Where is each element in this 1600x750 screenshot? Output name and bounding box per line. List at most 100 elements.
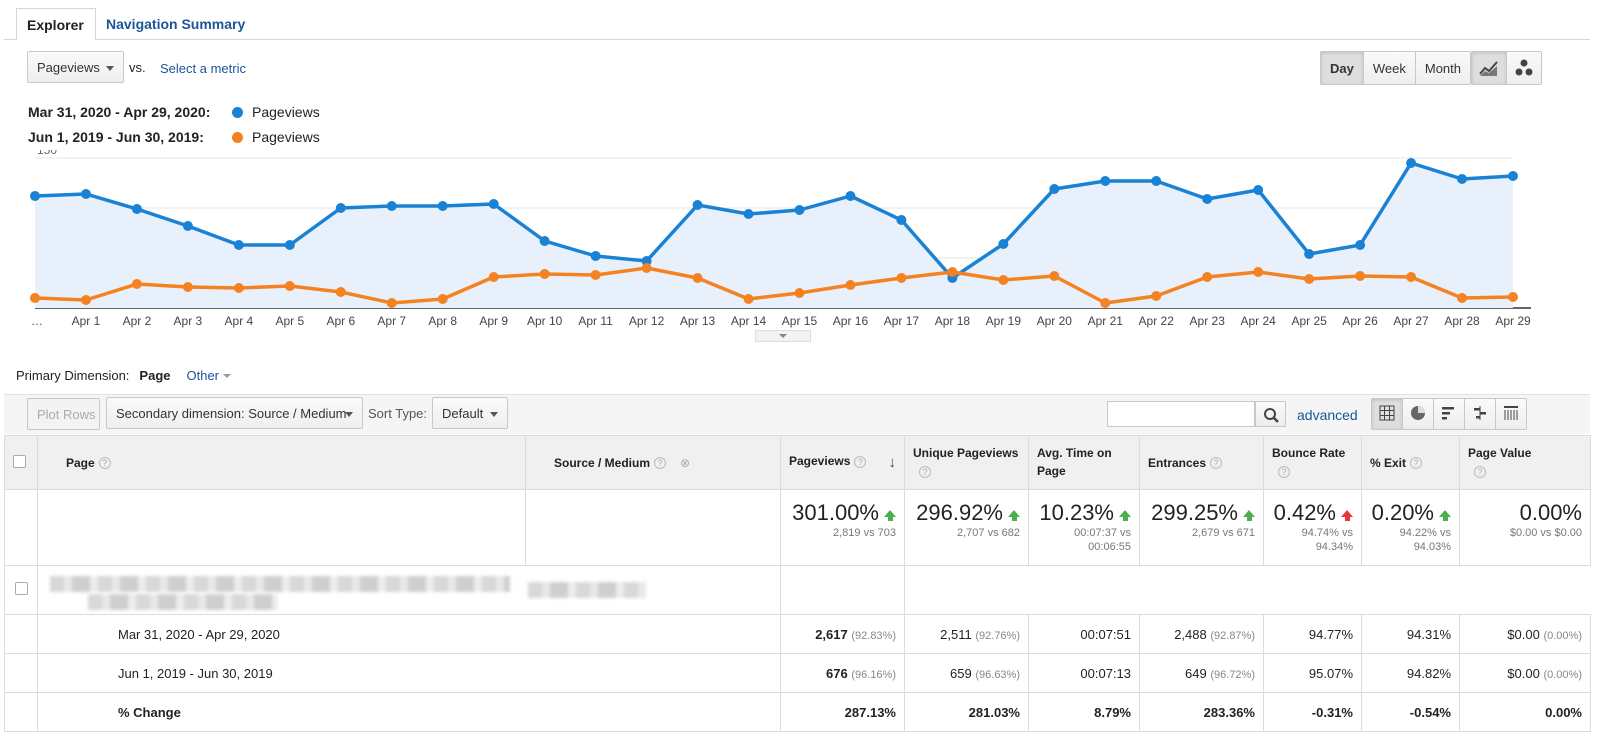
comparison-view-icon[interactable] xyxy=(1465,399,1496,429)
advanced-filter-link[interactable]: advanced xyxy=(1297,407,1358,423)
summary-exit: 0.20% 94.22% vs 94.03% xyxy=(1361,489,1460,566)
summary-avg-time: 10.23% 00:07:37 vs 00:06:55 xyxy=(1028,489,1140,566)
x-tick-label: Apr 18 xyxy=(935,314,971,328)
header-avg-time[interactable]: Avg. Time on Page xyxy=(1028,435,1140,490)
pie-view-icon[interactable] xyxy=(1403,399,1434,429)
secondary-dimension-select[interactable]: Secondary dimension: Source / Medium xyxy=(106,397,363,429)
summary-empty xyxy=(4,489,38,566)
arrow-up-red-icon xyxy=(1341,510,1353,521)
search-button[interactable] xyxy=(1255,401,1286,427)
x-tick-label: Apr 21 xyxy=(1088,314,1124,328)
data-point xyxy=(1508,292,1518,302)
bar-view-icon[interactable] xyxy=(1434,399,1465,429)
data-point xyxy=(488,199,499,209)
cell-value: 659 xyxy=(950,665,972,681)
x-tick-label: Apr 11 xyxy=(578,314,613,328)
summary-sub: 2,707 vs 682 xyxy=(957,527,1020,539)
series-area xyxy=(35,163,1513,308)
table-view-icon[interactable] xyxy=(1372,399,1403,429)
header-exit[interactable]: % Exit? xyxy=(1361,435,1460,490)
help-icon[interactable]: ? xyxy=(1210,457,1223,470)
cell-pct: (96.72%) xyxy=(1210,668,1255,681)
motion-chart-icon[interactable] xyxy=(1507,52,1541,84)
data-point xyxy=(1151,291,1162,301)
arrow-up-icon xyxy=(1119,510,1131,521)
change-page-value: 0.00% xyxy=(1459,692,1591,732)
header-source-medium[interactable]: Source / Medium? ⊗ xyxy=(525,435,781,490)
select-all-cell xyxy=(4,435,38,490)
cell-pct: (96.16%) xyxy=(851,668,896,681)
help-icon[interactable]: ? xyxy=(1474,465,1486,478)
metric-select[interactable]: Pageviews xyxy=(27,51,124,83)
remove-dimension-icon[interactable]: ⊗ xyxy=(680,455,691,470)
summary-sub: 2,679 vs 671 xyxy=(1192,527,1255,539)
sort-descending-icon[interactable]: ↓ xyxy=(888,454,897,471)
header-page-value[interactable]: Page Value? xyxy=(1459,435,1591,490)
data-point xyxy=(743,294,754,304)
header-unique-pageviews[interactable]: Unique Pageviews? xyxy=(904,435,1029,490)
pivot-view-icon[interactable] xyxy=(1496,399,1526,429)
cell-avg-time: 00:07:51 xyxy=(1028,614,1140,654)
y-tick-label: 150 xyxy=(37,150,57,157)
help-icon[interactable]: ? xyxy=(1278,465,1290,478)
data-point xyxy=(896,215,907,225)
header-page[interactable]: Page? xyxy=(37,435,526,490)
summary-sub: 2,819 vs 703 xyxy=(833,527,896,539)
legend-item-previous: Jun 1, 2019 - Jun 30, 2019: Pageviews xyxy=(28,129,320,145)
data-point xyxy=(845,191,856,201)
x-tick-label: Apr 10 xyxy=(527,314,563,328)
data-point xyxy=(233,283,244,293)
line-chart-icon[interactable] xyxy=(1472,52,1507,84)
data-point xyxy=(1151,176,1162,186)
table-search-input[interactable] xyxy=(1107,401,1255,427)
week-button[interactable]: Week xyxy=(1363,52,1416,84)
help-icon[interactable]: ? xyxy=(919,465,931,478)
summary-sub: 94.22% vs 94.03% xyxy=(1399,527,1451,553)
cell-value: $0.00 xyxy=(1507,665,1540,681)
month-button[interactable]: Month xyxy=(1415,52,1470,84)
header-bounce-rate[interactable]: Bounce Rate? xyxy=(1263,435,1362,490)
x-tick-label: Apr 19 xyxy=(986,314,1022,328)
data-point xyxy=(947,267,958,277)
plot-rows-button[interactable]: Plot Rows xyxy=(27,398,100,430)
arrow-up-icon xyxy=(1243,510,1255,521)
cell-value: 649 xyxy=(1185,665,1207,681)
select-metric-link[interactable]: Select a metric xyxy=(160,61,246,76)
chart-resize-handle[interactable] xyxy=(755,330,811,342)
data-point xyxy=(80,189,91,199)
data-point xyxy=(386,201,397,211)
row-date-range: Mar 31, 2020 - Apr 29, 2020 xyxy=(37,614,781,654)
select-all-checkbox[interactable] xyxy=(13,454,26,468)
help-icon[interactable]: ? xyxy=(98,457,111,470)
header-pageviews[interactable]: Pageviews? ↓ xyxy=(780,435,905,490)
cell-exit: 94.82% xyxy=(1361,653,1460,693)
row-checkbox-cell xyxy=(4,565,38,615)
page-cell-redacted[interactable] xyxy=(37,565,781,615)
help-icon[interactable]: ? xyxy=(1410,457,1423,470)
tab-navigation-summary[interactable]: Navigation Summary xyxy=(106,16,246,32)
data-point xyxy=(539,236,550,246)
data-point xyxy=(896,273,907,283)
x-tick-label: Apr 20 xyxy=(1037,314,1073,328)
header-entrances[interactable]: Entrances? xyxy=(1139,435,1264,490)
change-pageviews: 287.13% xyxy=(780,692,905,732)
summary-empty xyxy=(525,489,781,566)
sort-type-select[interactable]: Default xyxy=(432,397,508,429)
data-point xyxy=(437,294,448,304)
primary-dimension-other[interactable]: Other xyxy=(187,368,231,383)
data-point xyxy=(743,209,754,219)
day-button[interactable]: Day xyxy=(1321,52,1364,84)
x-tick-label: Apr 1 xyxy=(72,314,101,328)
primary-dimension-page[interactable]: Page xyxy=(139,368,171,383)
help-icon[interactable]: ? xyxy=(854,455,867,468)
x-tick-label: Apr 6 xyxy=(326,314,355,328)
tab-explorer[interactable]: Explorer xyxy=(16,8,96,41)
data-point xyxy=(692,200,703,210)
help-icon[interactable]: ? xyxy=(654,457,667,470)
summary-sub: 00:07:37 vs 00:06:55 xyxy=(1074,527,1131,553)
row-checkbox[interactable] xyxy=(14,582,28,595)
data-point xyxy=(30,191,40,201)
table-view-group xyxy=(1371,398,1527,430)
x-tick-label: Apr 14 xyxy=(731,314,767,328)
data-point xyxy=(437,201,448,211)
